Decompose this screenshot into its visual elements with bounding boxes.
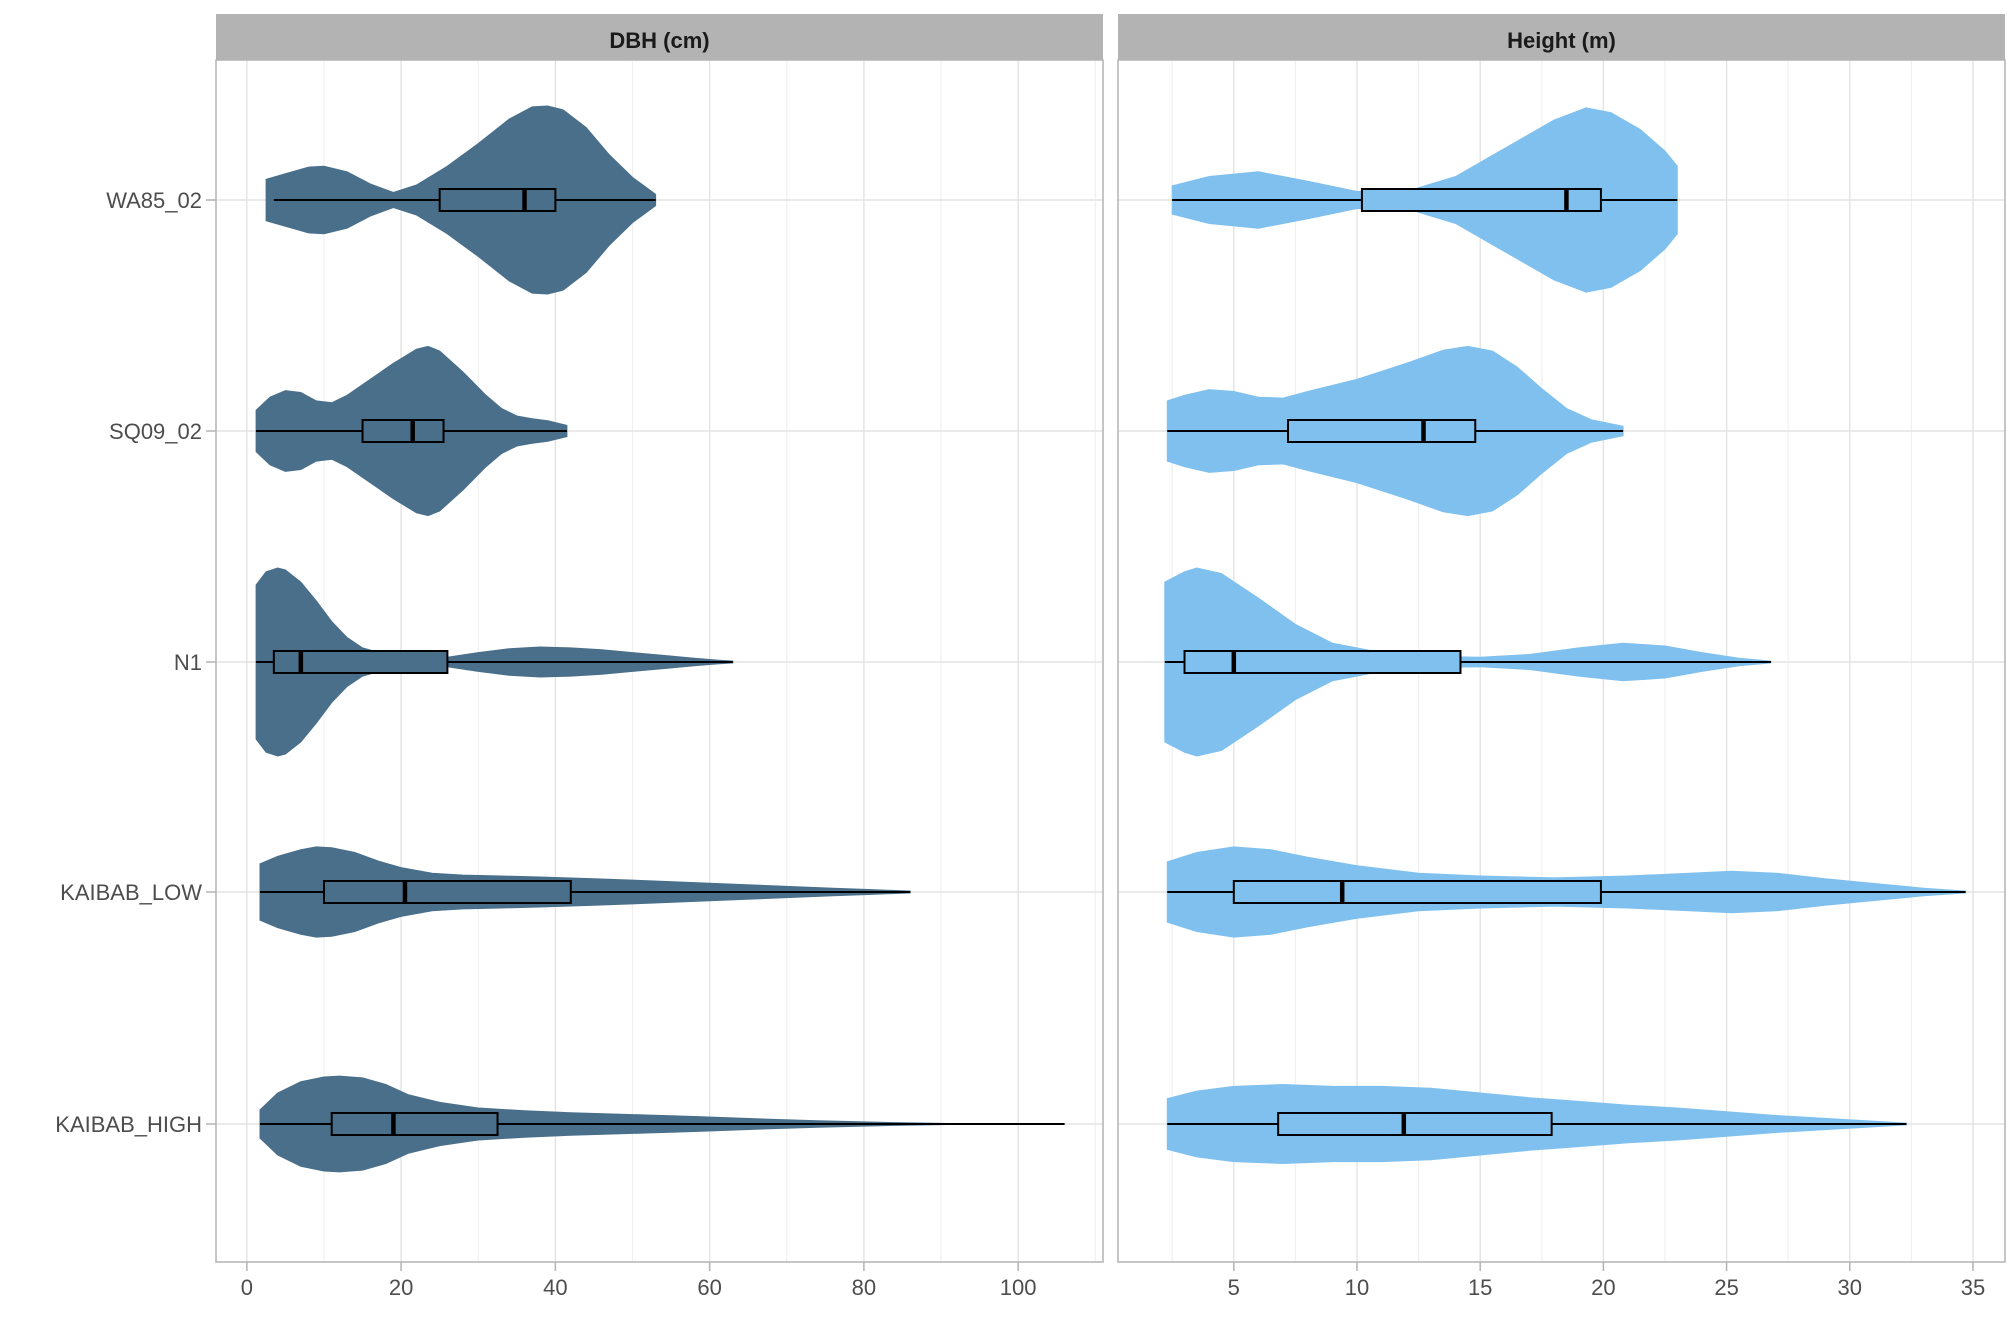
x-tick-label: 20 xyxy=(1591,1275,1615,1300)
panel-strip xyxy=(216,14,1103,60)
panel-border xyxy=(215,59,1104,1263)
x-tick-label: 80 xyxy=(852,1275,876,1300)
category-label: WA85_02 xyxy=(106,188,202,213)
x-tick-label: 35 xyxy=(1961,1275,1985,1300)
panel-strip xyxy=(1118,14,2005,60)
box-iqr xyxy=(1232,880,1602,904)
x-tick-label: 40 xyxy=(543,1275,567,1300)
category-label: KAIBAB_LOW xyxy=(60,880,202,905)
x-tick-label: 25 xyxy=(1714,1275,1738,1300)
category-label: SQ09_02 xyxy=(109,419,202,444)
panel-border xyxy=(1117,59,2006,1263)
x-tick-label: 15 xyxy=(1468,1275,1492,1300)
x-tick-label: 20 xyxy=(389,1275,413,1300)
x-tick-label: 0 xyxy=(241,1275,253,1300)
x-tick-label: 100 xyxy=(1000,1275,1037,1300)
box-iqr xyxy=(272,650,449,674)
box-iqr xyxy=(1360,188,1602,212)
x-tick-label: 60 xyxy=(697,1275,721,1300)
category-label: N1 xyxy=(174,650,202,675)
box-iqr xyxy=(1183,650,1462,674)
box-iqr xyxy=(330,1112,499,1136)
box-iqr xyxy=(322,880,572,904)
panel-dbh: DBH (cm) 0 20 40 60 80 100 xyxy=(215,14,1104,1300)
box-iqr xyxy=(438,188,557,212)
panel-title: Height (m) xyxy=(1507,28,1616,53)
x-tick-label: 5 xyxy=(1228,1275,1240,1300)
x-tick-label: 30 xyxy=(1838,1275,1862,1300)
box-iqr xyxy=(361,419,445,443)
category-label: KAIBAB_HIGH xyxy=(55,1112,202,1137)
box-iqr xyxy=(1287,419,1477,443)
x-tick-label: 10 xyxy=(1345,1275,1369,1300)
panel-title: DBH (cm) xyxy=(609,28,709,53)
panel-height: Height (m) 5 10 15 20 25 30 35 xyxy=(1117,14,2006,1300)
box-iqr xyxy=(1277,1112,1553,1136)
